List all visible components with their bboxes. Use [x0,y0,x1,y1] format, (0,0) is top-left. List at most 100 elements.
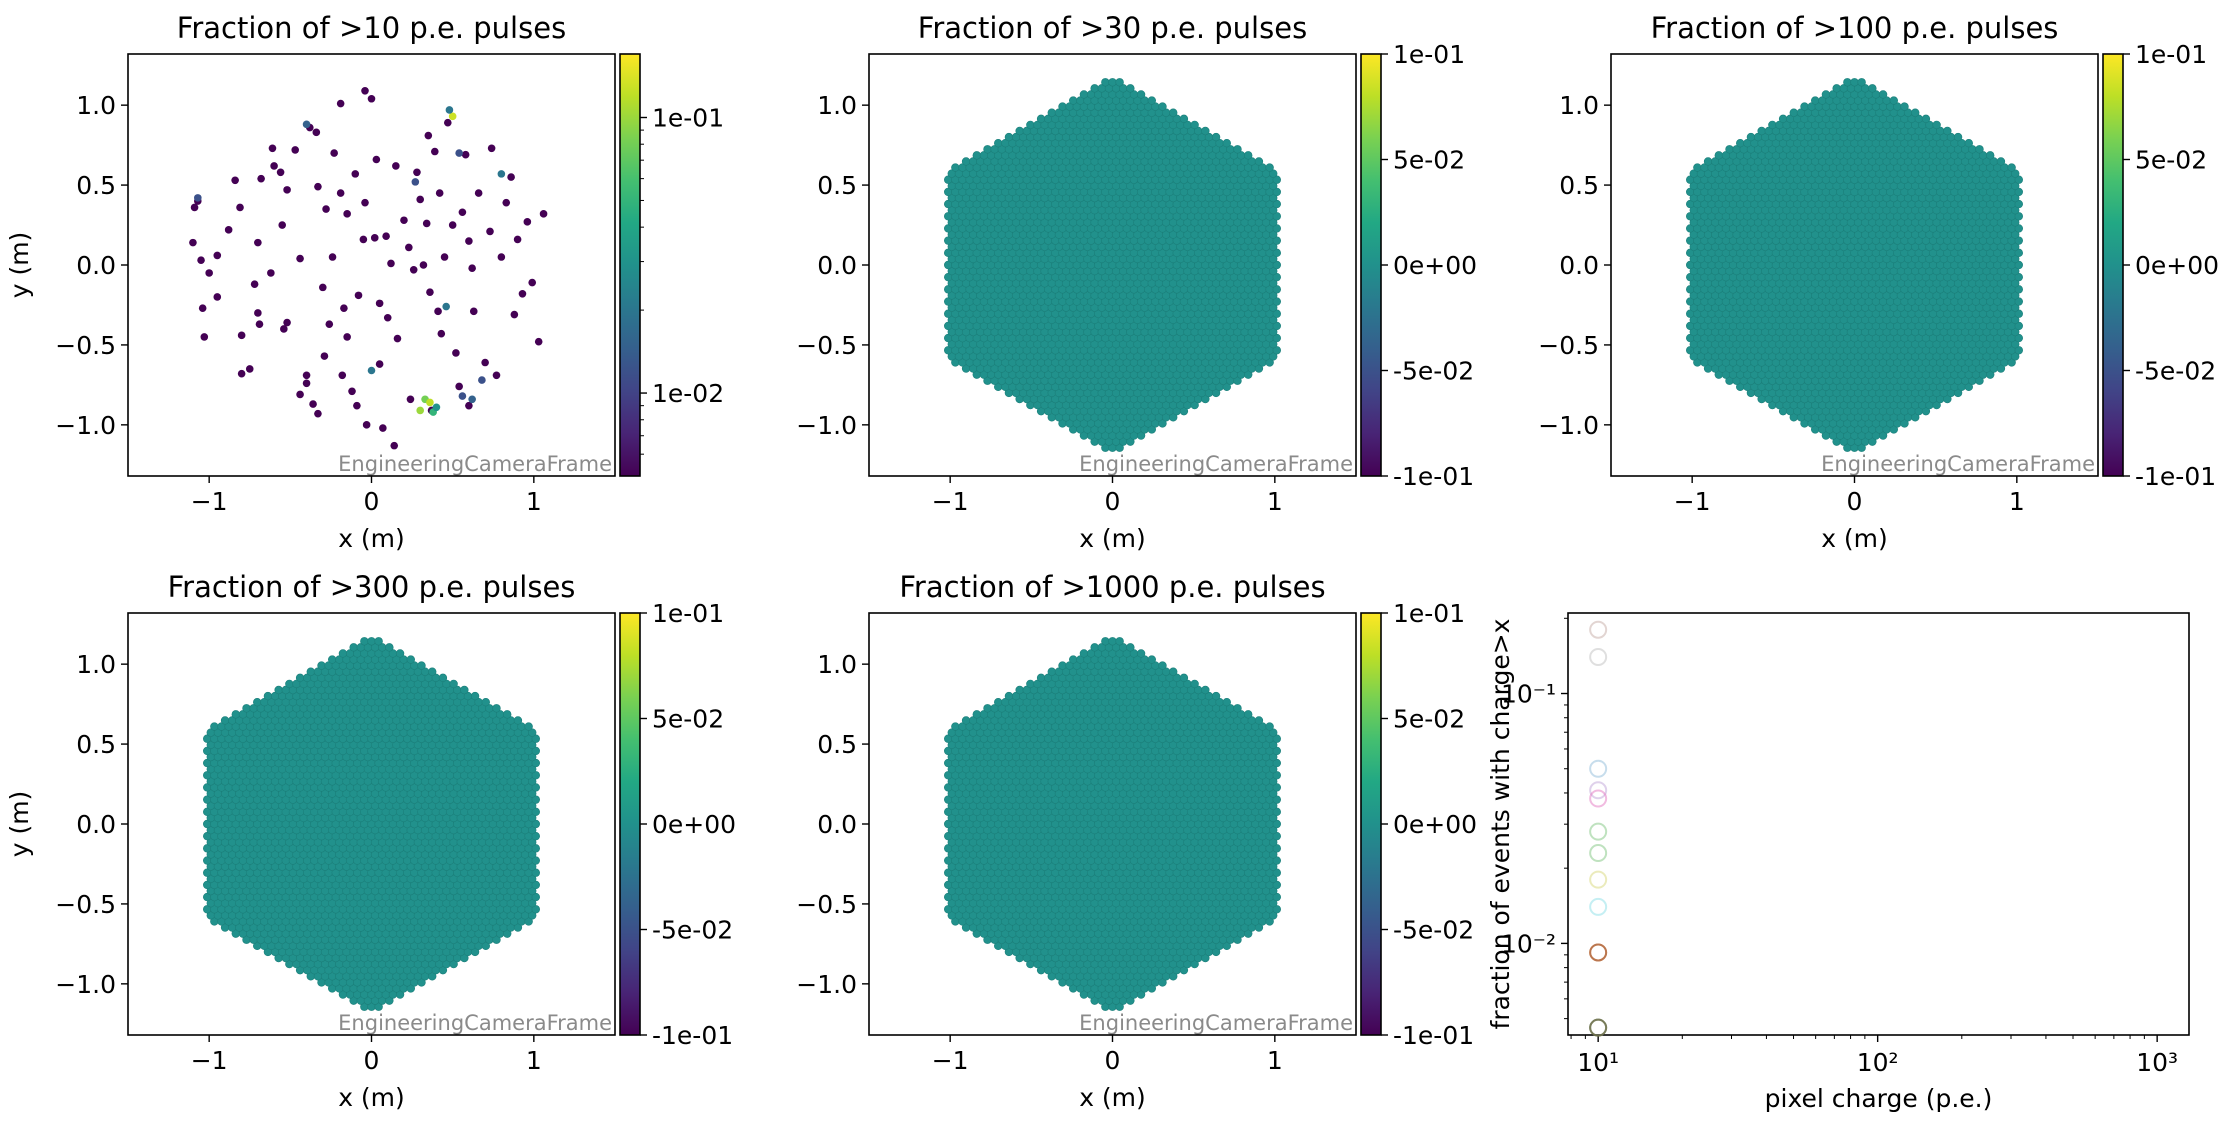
y-tick-label: −0.5 [1538,331,1599,360]
colorbar-tick-label: -5e-02 [1393,357,1474,386]
camera-pixel [1704,158,1712,166]
camera-pixel [314,410,322,418]
y-tick-label: −0.5 [55,331,116,360]
y-tick-label: 0.5 [817,171,857,200]
y-tick-label: −1.0 [1538,411,1599,440]
camera-pixel [1911,109,1919,117]
camera-pixel [197,256,205,264]
colorbar-tick-label: 1e-01 [2135,40,2207,69]
camera-pixel [1223,139,1231,147]
y-tick-label: −1.0 [55,411,116,440]
camera-pixel [254,309,262,317]
camera-pixel [392,162,400,170]
camera-pixel [314,183,322,191]
colorbar [2103,54,2123,476]
camera-pixel [1180,115,1188,123]
camera-pixel [1858,78,1866,86]
camera-pixel [325,320,333,328]
colorbar-tick-label: 0e+00 [2135,251,2219,280]
camera-pixel [1234,145,1242,153]
camera-pixel [1868,84,1876,92]
x-tick-label: −1 [932,487,969,516]
camera-pixel [303,379,311,387]
camera-pixel [420,261,428,269]
camera-pixel [363,421,371,429]
camera-pixel [540,210,548,218]
camera-pixel [1851,78,1859,86]
chart-title: Fraction of >100 p.e. pulses [1651,11,2059,45]
camera-pixel [1890,97,1898,105]
camera-pixel [951,164,959,172]
colorbar [1361,54,1381,476]
camera-pixel [379,424,387,432]
camera-pixel [1148,97,1156,105]
x-tick-label: −1 [191,487,228,516]
camera-pixel [278,221,286,229]
camera-pixel [1693,164,1701,172]
camera-pixel-highlight [468,395,476,403]
camera-pixel [1191,121,1199,129]
camera-pixel [481,359,489,367]
x-axis-label: x (m) [338,524,405,553]
camera-pixel [313,129,321,137]
camera-pixel [225,226,233,234]
frame-label: EngineeringCameraFrame [1821,452,2095,476]
colorbar-tick-label: 1e-01 [652,104,724,133]
camera-pixel [199,304,207,312]
camera-pixel [470,308,478,316]
camera-pixel [373,156,381,164]
camera-pixel [1026,121,1034,129]
chart-title: Fraction of >30 p.e. pulses [918,11,1307,45]
camera-pixel [277,168,285,176]
y-tick-label: −1.0 [796,411,857,440]
camera-pixel [387,260,395,268]
camera-pixel [246,365,254,373]
camera-pixel [337,100,345,108]
camera-pixel [441,253,449,261]
colorbar-tick-label: 0e+00 [1393,251,1477,280]
camera-pixel [1126,84,1134,92]
camera-pixel [1843,78,1851,86]
camera-pixel [436,189,444,197]
colorbar-tick-label: -1e-01 [1393,462,1474,491]
camera-pixel [1997,158,2005,166]
camera-pixel [270,162,278,170]
camera-pixel [189,239,197,247]
camera-pixel-highlight [459,392,467,400]
camera-pixel-highlight [478,376,486,384]
camera-pixel [1954,133,1962,141]
camera-pixel [309,400,317,408]
camera-pixel [1037,115,1045,123]
camera-pixel [213,252,221,260]
camera-pixel-highlight [194,194,202,202]
camera-pixel [1768,121,1776,129]
x-tick-label: 0 [1105,487,1121,516]
axes-frame [128,54,615,476]
x-axis-label: x (m) [1079,524,1146,553]
camera-pixel [1069,97,1077,105]
camera-pixel [1048,109,1056,117]
camera-pixel [1933,121,1941,129]
camera-pixel [1059,103,1067,111]
camera-pixel [444,119,452,127]
colorbar-tick-label: 1e-02 [652,379,724,408]
camera-pixel [1016,127,1024,135]
x-tick-label: −1 [1674,487,1711,516]
camera-pixel [269,145,277,153]
camera-pixel [1212,133,1220,141]
y-tick-label: 0.0 [817,251,857,280]
camera-pixel [405,244,413,252]
camera-pixel [1159,103,1167,111]
camera-pixel [475,189,483,197]
x-tick-label: 0 [1847,487,1863,516]
camera-pixel [1943,127,1951,135]
camera-pixel [452,349,460,357]
camera-pixel [360,236,368,244]
camera-pixel [1976,145,1984,153]
camera-pixel-highlight [433,403,441,411]
x-tick-label: 0 [364,487,380,516]
camera-pixel [1116,78,1124,86]
camera-pixel [254,239,262,247]
